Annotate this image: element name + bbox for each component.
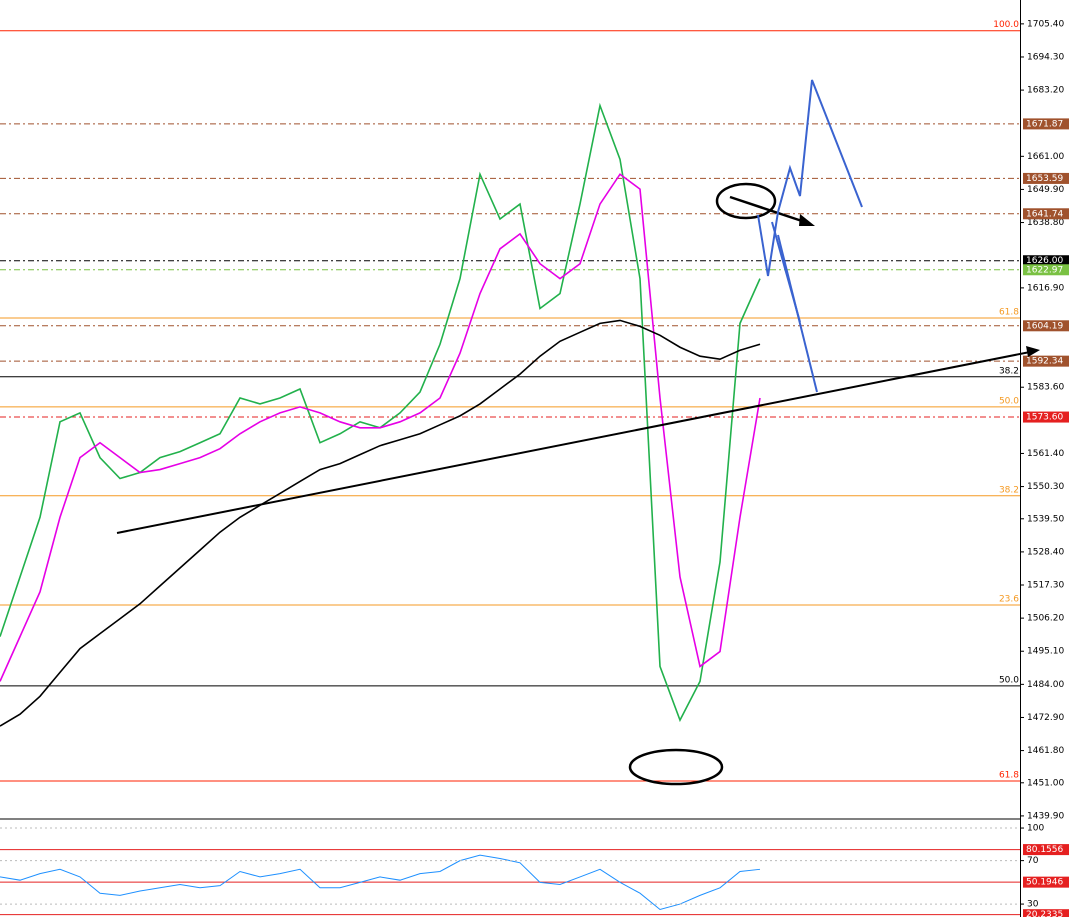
y-tick-label: 1705.40: [1027, 19, 1064, 29]
projection-arrows: [757, 79, 863, 277]
y-tick-label: 30: [1027, 900, 1039, 910]
y-tick-label: 1517.30: [1027, 581, 1064, 591]
level-label: 20.2335: [1026, 910, 1063, 917]
level-label: 1592.34: [1026, 357, 1063, 367]
y-tick-label: 1451.00: [1027, 778, 1064, 788]
y-tick-label: 1506.20: [1027, 614, 1064, 624]
fib-label: 61.8: [999, 771, 1019, 781]
level-label: 1573.60: [1026, 413, 1063, 423]
level-box: [1023, 355, 1069, 367]
level-box: [1023, 255, 1069, 267]
y-tick-label: 1561.40: [1027, 449, 1064, 459]
fib-label: 100.0: [993, 20, 1019, 30]
level-box: [1023, 118, 1069, 130]
fib-label: 50.0: [999, 675, 1019, 685]
fib-label: 23.6: [999, 594, 1019, 604]
rsi-panel: 100 70 30 80.1556 50.1946 20.2335: [0, 824, 1069, 921]
series-line: [0, 173, 761, 682]
series-line: [0, 854, 761, 911]
level-label: 50.1946: [1026, 878, 1063, 888]
fib-label: 61.8: [999, 308, 1019, 318]
series-line: [0, 319, 761, 727]
level-box: [1023, 172, 1069, 184]
y-tick-label: 1461.80: [1027, 746, 1064, 756]
level-box: [1023, 320, 1069, 332]
y-tick-label: 1472.90: [1027, 713, 1064, 723]
y-tick-label: 1539.50: [1027, 514, 1064, 524]
level-box: [1023, 909, 1069, 921]
arrow-head: [799, 214, 815, 226]
arrow-head: [1026, 346, 1040, 357]
level-box: [1023, 411, 1069, 423]
level-box: [1023, 876, 1069, 888]
level-label: 1604.19: [1026, 321, 1063, 331]
y-tick-label: 1638.80: [1027, 218, 1064, 228]
fib-label: 38.2: [999, 366, 1019, 376]
y-tick-label: 1550.30: [1027, 482, 1064, 492]
fib-label: 38.2: [999, 485, 1019, 495]
y-tick-label: 1484.00: [1027, 680, 1064, 690]
level-box: [1023, 264, 1069, 276]
y-tick-label: 1528.40: [1027, 547, 1064, 557]
level-box: [1023, 844, 1069, 856]
y-tick-label: 1683.20: [1027, 86, 1064, 96]
highlight-ellipse: [628, 748, 724, 786]
y-tick-label: 1583.60: [1027, 383, 1064, 393]
level-label: 1653.59: [1026, 174, 1063, 184]
trend-line: [116, 351, 1031, 534]
projection-arrows: [777, 234, 818, 393]
level-label: 1671.87: [1026, 119, 1063, 129]
annotations: [116, 79, 1040, 786]
y-tick-label: 1694.30: [1027, 52, 1064, 62]
y-tick-label: 1616.90: [1027, 283, 1064, 293]
y-tick-label: 1495.10: [1027, 647, 1064, 657]
y-tick-label: 1661.00: [1027, 152, 1064, 162]
fib-label: 50.0: [999, 396, 1019, 406]
trend-arrow: [729, 195, 806, 224]
y-tick-label: 1439.90: [1027, 811, 1064, 821]
y-tick-label: 70: [1027, 856, 1039, 866]
level-label: 80.1556: [1026, 845, 1063, 855]
level-box: [1023, 208, 1069, 220]
y-tick-label: 1649.90: [1027, 185, 1064, 195]
level-label: 1641.74: [1026, 209, 1063, 219]
level-label: 1622.97: [1026, 265, 1063, 275]
level-label: 1626.00: [1026, 256, 1063, 266]
y-tick-label: 100: [1027, 824, 1044, 834]
highlight-ellipse: [715, 182, 777, 220]
